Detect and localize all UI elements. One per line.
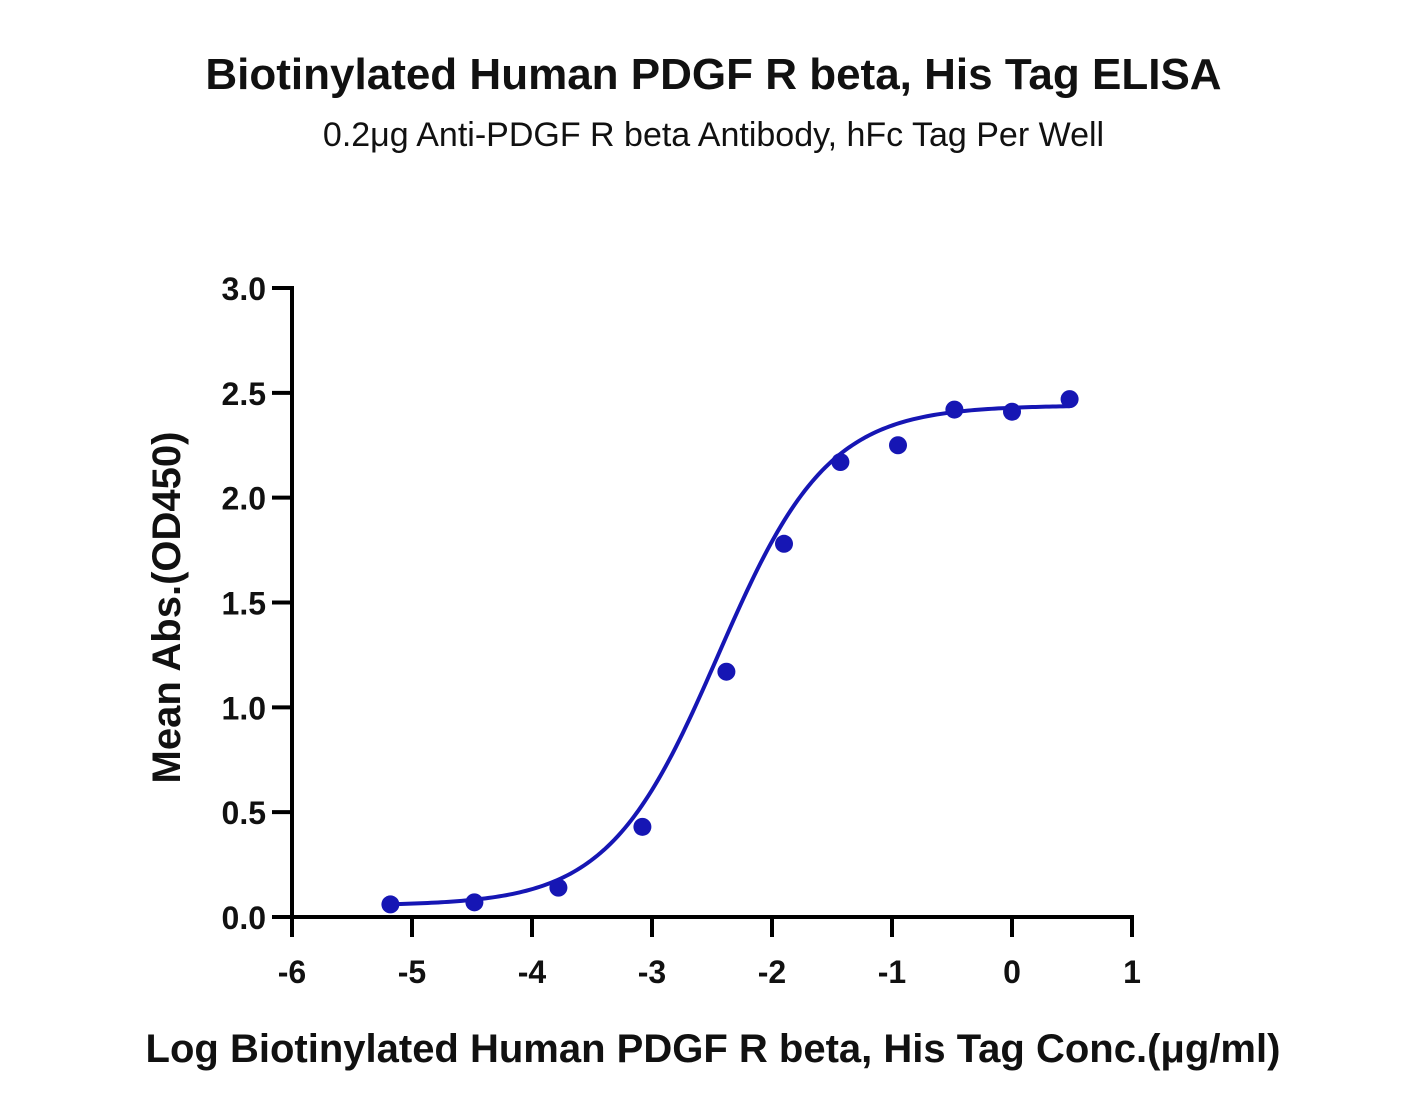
- x-tick-label: -1: [878, 954, 906, 990]
- data-point: [945, 400, 964, 419]
- y-tick-label: 1.5: [222, 586, 266, 622]
- x-tick-label: -2: [758, 954, 786, 990]
- chart-title: Biotinylated Human PDGF R beta, His Tag …: [205, 50, 1222, 99]
- data-point: [1003, 402, 1021, 421]
- x-axis-ticks: -6 -5 -4 -3 -2 -1 0 1: [278, 917, 1141, 990]
- data-point: [889, 436, 907, 455]
- data-point: [831, 453, 850, 472]
- x-tick-label: -4: [518, 954, 547, 990]
- data-point: [1060, 390, 1079, 409]
- data-points: [381, 390, 1079, 914]
- x-tick-label: -3: [638, 954, 666, 990]
- x-tick-label: -5: [398, 954, 426, 990]
- y-tick-label: 0.0: [222, 900, 266, 936]
- data-point: [717, 662, 736, 681]
- y-tick-label: 0.5: [222, 795, 266, 831]
- x-axis-title: Log Biotinylated Human PDGF R beta, His …: [146, 1027, 1281, 1071]
- x-tick-label: 0: [1003, 954, 1021, 990]
- data-point: [775, 534, 793, 553]
- y-tick-label: 2.5: [222, 376, 266, 412]
- data-point: [381, 895, 400, 914]
- x-tick-label: 1: [1123, 954, 1141, 990]
- chart-subtitle: 0.2μg Anti-PDGF R beta Antibody, hFc Tag…: [322, 116, 1105, 154]
- data-point: [465, 893, 484, 912]
- data-point: [633, 817, 652, 836]
- x-tick-label: -6: [278, 954, 306, 990]
- data-point: [549, 878, 568, 897]
- y-tick-label: 2.0: [222, 481, 266, 517]
- y-axis-title: Mean Abs.(OD450): [145, 432, 189, 784]
- y-axis-ticks: 0.0 0.5 1.0 1.5 2.0 2.5 3.0: [222, 271, 292, 936]
- fit-curve: [390, 404, 1070, 907]
- y-tick-label: 3.0: [222, 271, 266, 307]
- y-tick-label: 1.0: [222, 690, 266, 726]
